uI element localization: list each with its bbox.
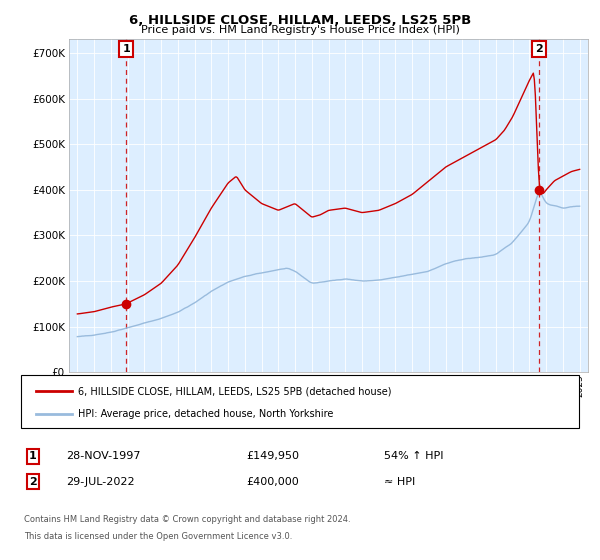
Text: ≈ HPI: ≈ HPI <box>384 477 415 487</box>
Text: £400,000: £400,000 <box>246 477 299 487</box>
Text: 2: 2 <box>535 44 543 54</box>
Text: This data is licensed under the Open Government Licence v3.0.: This data is licensed under the Open Gov… <box>24 532 292 541</box>
Text: Price paid vs. HM Land Registry's House Price Index (HPI): Price paid vs. HM Land Registry's House … <box>140 25 460 35</box>
Text: £149,950: £149,950 <box>246 451 299 461</box>
Text: 28-NOV-1997: 28-NOV-1997 <box>66 451 140 461</box>
Text: 1: 1 <box>122 44 130 54</box>
Text: HPI: Average price, detached house, North Yorkshire: HPI: Average price, detached house, Nort… <box>78 409 334 419</box>
Text: Contains HM Land Registry data © Crown copyright and database right 2024.: Contains HM Land Registry data © Crown c… <box>24 515 350 524</box>
Text: 6, HILLSIDE CLOSE, HILLAM, LEEDS, LS25 5PB (detached house): 6, HILLSIDE CLOSE, HILLAM, LEEDS, LS25 5… <box>78 386 392 396</box>
Text: 2: 2 <box>29 477 37 487</box>
Text: 1: 1 <box>29 451 37 461</box>
Text: 54% ↑ HPI: 54% ↑ HPI <box>384 451 443 461</box>
Text: 29-JUL-2022: 29-JUL-2022 <box>66 477 134 487</box>
Text: 6, HILLSIDE CLOSE, HILLAM, LEEDS, LS25 5PB: 6, HILLSIDE CLOSE, HILLAM, LEEDS, LS25 5… <box>129 14 471 27</box>
